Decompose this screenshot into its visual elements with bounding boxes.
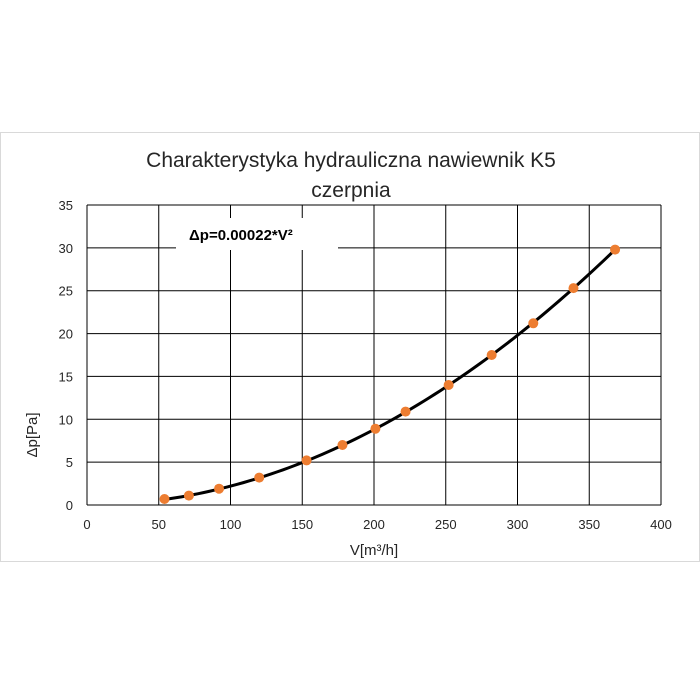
data-point bbox=[254, 472, 265, 483]
data-point bbox=[214, 483, 225, 494]
x-tick-label: 100 bbox=[220, 517, 242, 532]
data-point bbox=[183, 490, 194, 501]
data-point bbox=[610, 244, 621, 255]
data-point bbox=[568, 283, 579, 294]
data-points bbox=[159, 244, 621, 504]
trendline-equation: Δp=0.00022*V² bbox=[189, 227, 293, 244]
data-point bbox=[370, 423, 381, 434]
x-tick-label: 0 bbox=[83, 517, 90, 532]
x-axis-label: V[m³/h] bbox=[350, 542, 398, 559]
x-tick-label: 250 bbox=[435, 517, 457, 532]
grid-lines bbox=[86, 204, 662, 506]
data-point bbox=[486, 350, 497, 360]
chart-title-line2: czerpnia bbox=[311, 179, 391, 202]
y-tick-label: 10 bbox=[59, 412, 73, 427]
data-point bbox=[301, 455, 312, 466]
y-axis-label: Δp[Pa] bbox=[24, 412, 41, 457]
data-point bbox=[159, 494, 170, 504]
y-tick-label: 20 bbox=[59, 327, 73, 342]
x-tick-label: 200 bbox=[363, 517, 385, 532]
y-tick-label: 15 bbox=[59, 369, 73, 384]
data-point bbox=[400, 406, 411, 417]
trendline-layer bbox=[164, 248, 617, 501]
x-tick-label: 50 bbox=[152, 517, 166, 532]
data-point bbox=[528, 318, 539, 329]
trendline-curve bbox=[164, 248, 617, 501]
y-tick-label: 0 bbox=[66, 498, 73, 513]
y-tick-label: 25 bbox=[59, 284, 73, 299]
data-point bbox=[337, 440, 348, 450]
chart-svg: Charakterystyka hydrauliczna nawiewnik K… bbox=[24, 149, 672, 559]
tick-labels: 0 50 100 150 200 250 300 350 400 0 5 10 15 20 25 30 35 bbox=[59, 198, 672, 532]
x-tick-label: 300 bbox=[507, 517, 529, 532]
data-point bbox=[443, 380, 454, 390]
x-tick-label: 150 bbox=[291, 517, 313, 532]
x-tick-label: 350 bbox=[578, 517, 600, 532]
y-tick-label: 35 bbox=[59, 198, 73, 213]
chart-area: Charakterystyka hydrauliczna nawiewnik K… bbox=[0, 132, 700, 562]
chart-title-line1: Charakterystyka hydrauliczna nawiewnik K… bbox=[146, 149, 556, 172]
annotation-background bbox=[176, 218, 338, 250]
x-tick-label: 400 bbox=[650, 517, 672, 532]
y-tick-label: 5 bbox=[66, 455, 73, 470]
y-tick-label: 30 bbox=[59, 241, 73, 256]
